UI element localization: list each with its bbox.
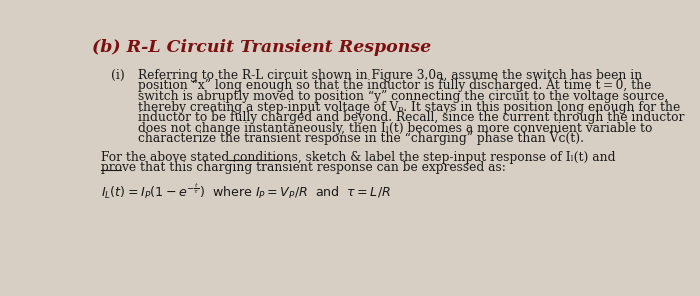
Text: prove that this charging transient response can be expressed as:: prove that this charging transient respo… (102, 161, 506, 174)
Text: $I_L(t) = I_P(1-e^{-\frac{t}{\tau}})$  where $I_P = V_P/R$  and  $\tau = L/R$: $I_L(t) = I_P(1-e^{-\frac{t}{\tau}})$ wh… (102, 181, 391, 200)
Text: characterize the transient response in the “charging” phase than Vᴄ(t).: characterize the transient response in t… (138, 132, 584, 145)
Text: position “x” long enough so that the inductor is fully discharged. At time t = 0: position “x” long enough so that the ind… (138, 79, 651, 92)
Text: thereby creating a step-input voltage of Vₚ. It stays in this position long enou: thereby creating a step-input voltage of… (138, 101, 680, 113)
Text: For the above stated conditions, sketch & label the step-input response of Iₗ(t): For the above stated conditions, sketch … (102, 151, 616, 164)
Text: Referring to the R-L circuit shown in Figure 3.0a, assume the switch has been in: Referring to the R-L circuit shown in Fi… (138, 69, 642, 82)
Text: does not change instantaneously, then Iₗ(t) becomes a more convenient variable t: does not change instantaneously, then Iₗ… (138, 122, 652, 135)
Text: (i): (i) (111, 69, 125, 82)
Text: switch is abruptly moved to position “y” connecting the circuit to the voltage s: switch is abruptly moved to position “y”… (138, 90, 668, 103)
Text: inductor to be fully charged and beyond. Recall, since the current through the i: inductor to be fully charged and beyond.… (138, 111, 685, 124)
Text: (b) R-L Circuit Transient Response: (b) R-L Circuit Transient Response (92, 39, 431, 56)
